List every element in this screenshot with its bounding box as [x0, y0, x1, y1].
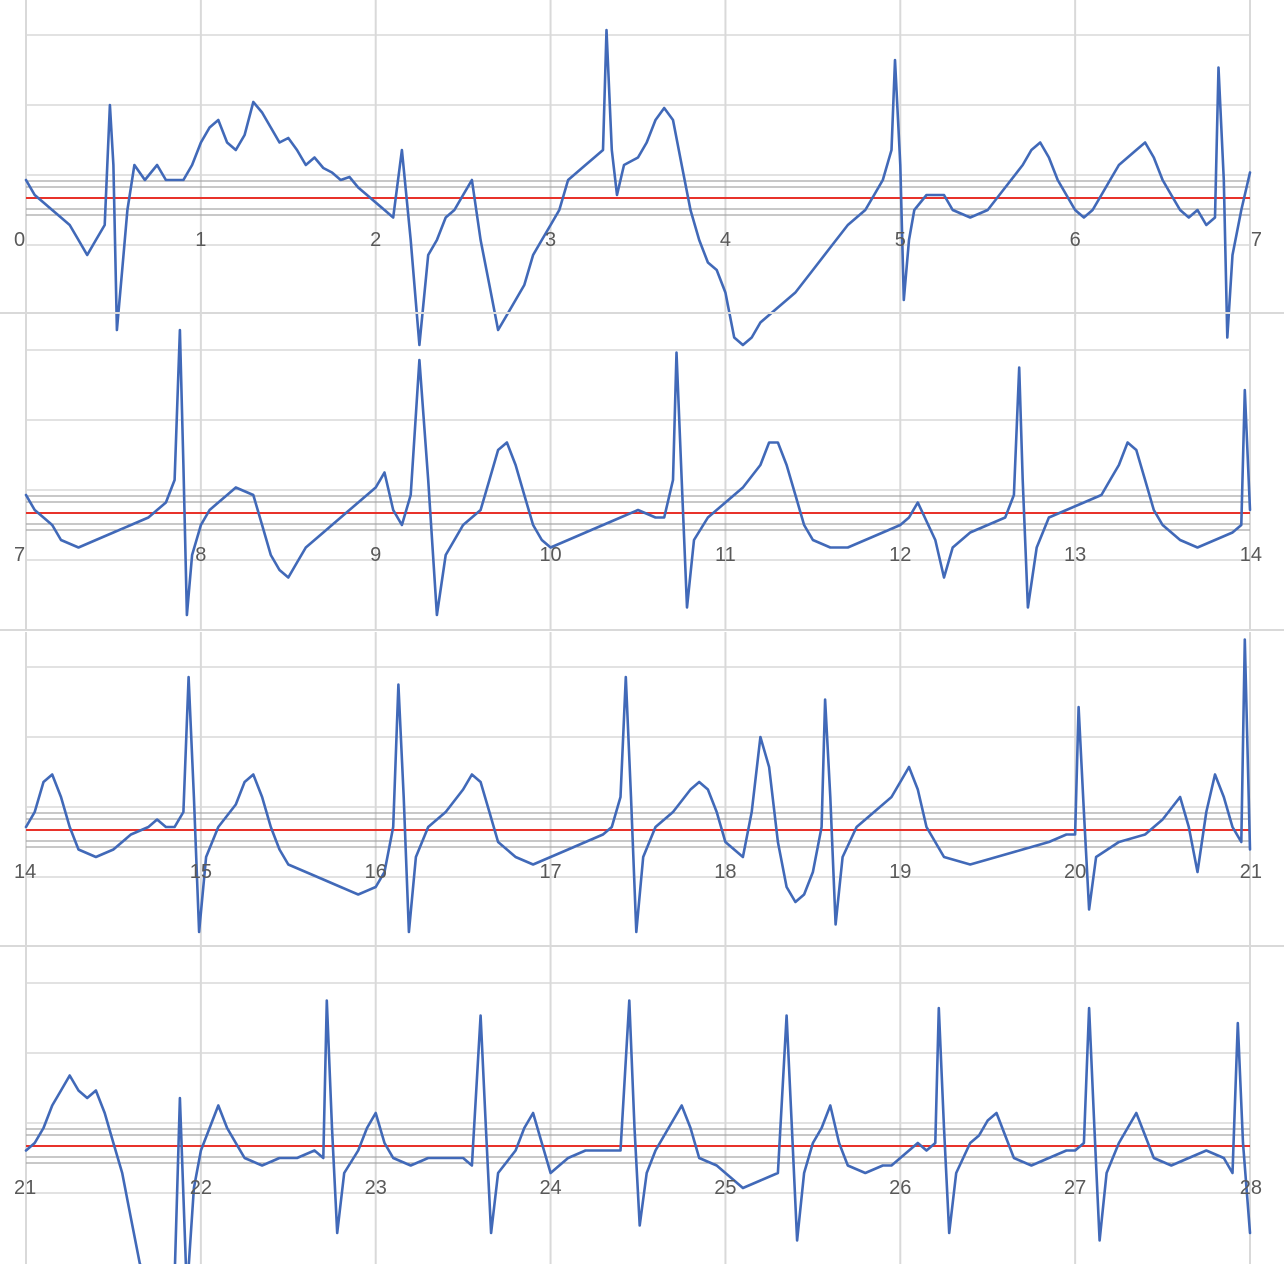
x-tick-label: 13: [1064, 544, 1086, 566]
x-tick-label: 14: [14, 861, 36, 883]
ecg-signal-line: [24, 999, 1252, 1269]
x-tick-label: 17: [539, 861, 561, 883]
panel-1: 0 1 2 3 4 5 6 7: [14, 0, 1262, 347]
x-tick-label: 26: [889, 1177, 911, 1199]
x-tick-label: 23: [365, 1177, 387, 1199]
x-tick-label: 2: [370, 229, 381, 251]
x-tick-label: 16: [365, 861, 387, 883]
x-tick-label: 7: [1251, 229, 1262, 251]
x-tick-label: 22: [190, 1177, 212, 1199]
ecg-signal-line: [24, 28, 1252, 347]
panel-4: 21 22 23 24 25 26 27 28: [14, 948, 1262, 1269]
x-tick-label: 1: [195, 229, 206, 251]
x-tick-label: 0: [14, 229, 25, 251]
x-tick-label: 12: [889, 544, 911, 566]
x-tick-label: 18: [714, 861, 736, 883]
x-tick-label: 27: [1064, 1177, 1086, 1199]
x-tick-label: 11: [715, 544, 736, 566]
x-tick-label: 8: [195, 544, 206, 566]
ecg-signal-line: [24, 328, 1252, 617]
x-tick-label: 21: [14, 1177, 36, 1199]
panel-2: 7 8 9 10 11 12 13 14: [14, 315, 1262, 631]
x-tick-label: 28: [1240, 1177, 1262, 1199]
ecg-signal-line: [24, 638, 1252, 934]
x-tick-label: 5: [895, 229, 906, 251]
x-tick-label: 15: [190, 861, 212, 883]
x-tick-label: 4: [720, 229, 731, 251]
x-tick-label: 19: [889, 861, 911, 883]
x-tick-label: 3: [545, 229, 556, 251]
panel-3: 14 15 16 17 18 19 20 21: [14, 632, 1262, 948]
x-tick-label: 9: [370, 544, 381, 566]
x-tick-label: 25: [714, 1177, 736, 1199]
x-tick-label: 21: [1240, 861, 1262, 883]
x-tick-label: 14: [1240, 544, 1262, 566]
x-tick-label: 6: [1070, 229, 1081, 251]
x-tick-label: 24: [539, 1177, 561, 1199]
x-tick-label: 20: [1064, 861, 1086, 883]
x-tick-label: 10: [539, 544, 561, 566]
x-tick-label: 7: [14, 544, 25, 566]
